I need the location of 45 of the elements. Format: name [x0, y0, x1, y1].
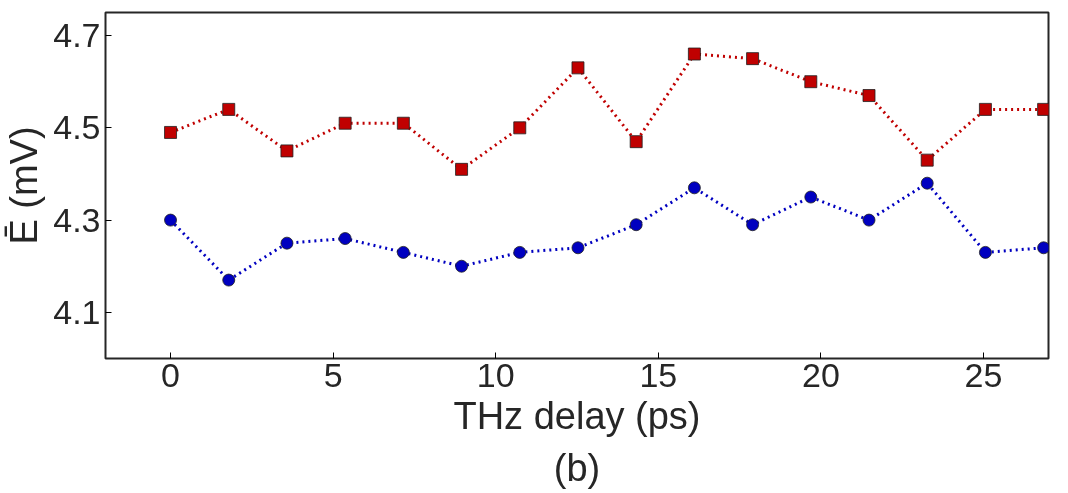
point	[455, 162, 468, 176]
point	[804, 190, 818, 204]
text: (b)	[553, 446, 601, 489]
point	[571, 241, 585, 255]
x-tick-label: 20	[801, 355, 840, 394]
point	[979, 102, 992, 116]
point	[687, 181, 701, 195]
point	[280, 236, 294, 250]
point	[687, 47, 701, 61]
point	[629, 135, 643, 149]
x-tick-label: 25	[964, 355, 1003, 394]
point	[920, 153, 934, 167]
x-tick-label: 5	[323, 355, 343, 394]
point	[571, 61, 585, 75]
x-tick-label: 15	[639, 355, 678, 394]
point	[629, 218, 643, 232]
point	[746, 52, 759, 66]
point	[1037, 241, 1049, 255]
point	[979, 246, 992, 259]
point	[222, 273, 236, 287]
y-tick-label: 4.5	[53, 108, 101, 147]
point	[746, 218, 759, 232]
x-tick-label: 10	[476, 355, 515, 394]
point	[338, 116, 352, 130]
point	[862, 89, 876, 102]
y-tick-label: 4.7	[53, 16, 101, 55]
point	[513, 246, 527, 259]
point	[804, 75, 818, 89]
point	[164, 126, 177, 139]
x-tick-label: 0	[161, 355, 180, 394]
point	[455, 259, 468, 273]
point	[862, 213, 876, 227]
y-tick-label: 4.1	[53, 292, 101, 331]
point	[338, 232, 352, 245]
y-tick-label: 4.3	[53, 200, 101, 239]
point	[513, 121, 527, 135]
point	[1037, 102, 1049, 116]
point	[396, 246, 410, 259]
y-axis-title: Ē (mV)	[3, 126, 46, 245]
point	[222, 102, 236, 116]
point	[396, 116, 410, 130]
point	[280, 144, 294, 158]
point	[164, 213, 177, 227]
point	[920, 176, 934, 190]
x-axis-title: THz delay (ps)	[453, 394, 701, 437]
